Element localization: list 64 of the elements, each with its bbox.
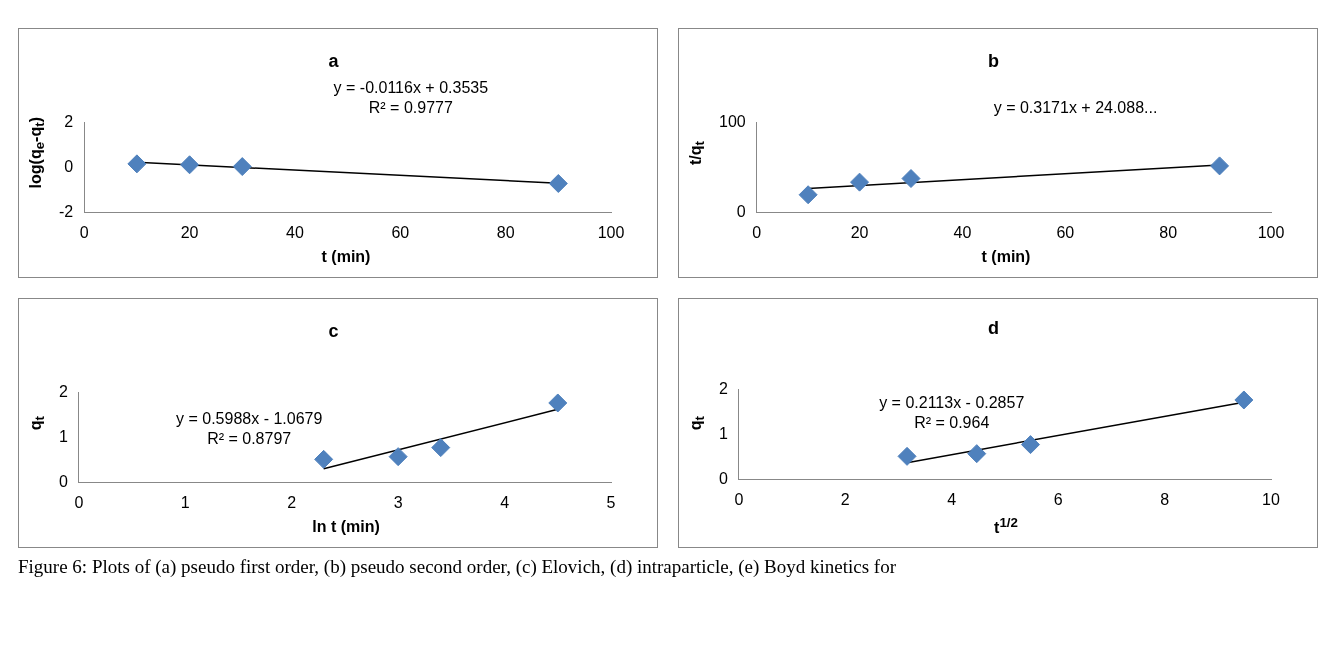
point bbox=[180, 154, 200, 174]
y-tick-label: 2 bbox=[58, 382, 68, 400]
annotation: y = 0.5988x - 1.0679 bbox=[176, 409, 323, 427]
chart-title: d bbox=[988, 318, 999, 339]
y-tick-label: -2 bbox=[58, 202, 74, 220]
annotation: R² = 0.8797 bbox=[207, 429, 292, 447]
point bbox=[850, 172, 870, 192]
x-axis-title: ln t (min) bbox=[312, 517, 380, 536]
x-tick-label: 20 bbox=[850, 223, 869, 241]
point bbox=[1234, 390, 1254, 410]
point bbox=[548, 392, 568, 412]
chart-title: a bbox=[328, 50, 340, 71]
y-tick-label: 0 bbox=[64, 157, 74, 175]
x-tick-label: 0 bbox=[79, 223, 89, 241]
x-axis-title: t (min) bbox=[321, 247, 371, 266]
x-tick-label: 60 bbox=[391, 223, 410, 241]
x-tick-label: 100 bbox=[1257, 223, 1285, 241]
point bbox=[388, 446, 408, 466]
y-tick-label: 1 bbox=[58, 427, 68, 445]
point bbox=[314, 449, 334, 469]
point bbox=[901, 168, 921, 188]
x-tick-label: 1 bbox=[180, 493, 190, 511]
text: y = -0.0116x + 0.3535 bbox=[333, 78, 489, 96]
y-tick-label: 0 bbox=[718, 470, 728, 488]
x-tick-label: 2 bbox=[840, 491, 850, 509]
text: y = 0.3171x + 24.088... bbox=[993, 98, 1158, 116]
x-axis-title: t$^{1/2}$ bbox=[994, 515, 1018, 538]
x-tick-label: 0 bbox=[752, 223, 762, 241]
text: R² = 0.9777 bbox=[368, 98, 453, 116]
point bbox=[431, 437, 451, 457]
point bbox=[1210, 155, 1230, 175]
chart-title: c bbox=[328, 320, 339, 341]
point bbox=[548, 173, 568, 193]
point bbox=[967, 444, 987, 464]
annotation: R² = 0.964 bbox=[914, 413, 990, 431]
x-tick-label: 40 bbox=[953, 223, 972, 241]
y-tick-label: 1 bbox=[718, 425, 728, 443]
x-tick-label: 6 bbox=[1053, 491, 1063, 509]
x-tick-label: 3 bbox=[393, 493, 403, 511]
point bbox=[798, 184, 818, 204]
x-tick-label: 80 bbox=[1159, 223, 1178, 241]
point bbox=[1020, 435, 1040, 455]
x-tick-label: 100 bbox=[597, 223, 625, 241]
point bbox=[897, 447, 917, 467]
x-tick-label: 4 bbox=[947, 491, 957, 509]
x-tick-label: 20 bbox=[180, 223, 199, 241]
y-tick-label: 2 bbox=[64, 112, 74, 130]
x-tick-label: 4 bbox=[500, 493, 510, 511]
annotation: y = 0.2113x - 0.2857 bbox=[879, 393, 1025, 411]
y-tick-label: 0 bbox=[58, 472, 68, 490]
x-tick-label: 8 bbox=[1160, 491, 1170, 509]
x-tick-label: 40 bbox=[286, 223, 304, 241]
caption: Figure 6: Plots of (a) pseudo first order, (b) pseudo second order, (c) Elovich, (d) intraparticle, (e) Boyd kinetics for bbox=[18, 556, 898, 578]
x-tick-label: 5 bbox=[606, 493, 616, 511]
x-tick-label: 10 bbox=[1262, 491, 1280, 509]
chart-title: b bbox=[988, 50, 999, 71]
point bbox=[232, 156, 252, 176]
x-tick-label: 2 bbox=[287, 493, 297, 511]
y-tick-label: 100 bbox=[718, 112, 746, 130]
x-tick-label: 60 bbox=[1056, 223, 1075, 241]
x-tick-label: 80 bbox=[496, 223, 515, 241]
point bbox=[127, 153, 147, 173]
x-axis-title: t (min) bbox=[981, 247, 1031, 266]
y-tick-label: 2 bbox=[718, 380, 728, 398]
